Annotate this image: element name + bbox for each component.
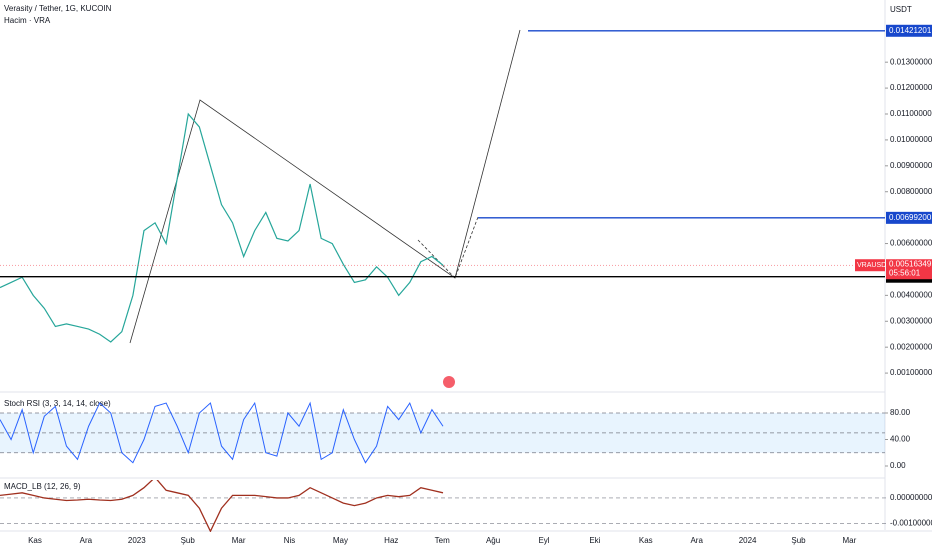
macd-label: MACD_LB (12, 26, 9) xyxy=(4,482,81,491)
price-tick-label: 0.00900000 xyxy=(890,161,932,170)
trend-drawing xyxy=(129,29,521,344)
macd-tick-label: -0.00100000 xyxy=(890,519,932,528)
price-tick-label: 0.00800000 xyxy=(890,187,932,196)
time-label: Ağu xyxy=(486,536,500,545)
time-label: Ara xyxy=(80,536,93,545)
price-tick-label: 0.01200000 xyxy=(890,83,932,92)
macd-clip xyxy=(0,480,444,532)
countdown-label: 05:56:01 xyxy=(889,268,921,277)
time-label: 2023 xyxy=(128,536,146,545)
price-tick-label: 0.00100000 xyxy=(890,368,932,377)
time-label: Eyl xyxy=(538,536,549,545)
chart-title: Verasity / Tether, 1G, KUCOIN xyxy=(4,4,112,13)
unit-label: USDT xyxy=(890,5,912,14)
time-label: 2024 xyxy=(739,536,757,545)
time-label: Şub xyxy=(181,536,196,545)
stoch-rsi-line xyxy=(0,401,444,464)
last-price-label: 0.00516349 xyxy=(889,259,932,268)
price-line xyxy=(0,112,444,343)
time-label: Mar xyxy=(843,536,857,545)
time-label: Kas xyxy=(28,536,42,545)
time-label: May xyxy=(333,536,348,545)
rsi-tick-label: 80.00 xyxy=(890,408,911,417)
rsi-tick-label: 40.00 xyxy=(890,435,911,444)
time-label: Nis xyxy=(284,536,296,545)
price-tag xyxy=(886,24,932,37)
rsi-tick-label: 0.00 xyxy=(890,461,906,470)
price-tick-label: 0.00600000 xyxy=(890,239,932,248)
stoch-rsi-label: Stoch RSI (3, 3, 14, 14, close) xyxy=(4,399,111,408)
price-tick-label: 0.00300000 xyxy=(890,316,932,325)
volume-label: Hacim · VRA xyxy=(4,16,51,25)
price-tick-label: 0.01300000 xyxy=(890,57,932,66)
time-label: Şub xyxy=(791,536,806,545)
macd-line xyxy=(0,480,444,532)
time-label: Kas xyxy=(639,536,653,545)
symbol-tag xyxy=(855,259,885,272)
time-label: Mar xyxy=(232,536,246,545)
price-tick-label: 0.01000000 xyxy=(890,135,932,144)
price-tag xyxy=(886,211,932,224)
time-label: Ara xyxy=(690,536,703,545)
price-tick-label: 0.01100000 xyxy=(890,109,932,118)
price-tick-label: 0.00200000 xyxy=(890,342,932,351)
price-tag-label: 0.00699200 xyxy=(889,213,932,222)
time-label: Eki xyxy=(589,536,600,545)
trend-drawing xyxy=(417,216,479,279)
time-label: Haz xyxy=(384,536,398,545)
time-label: Tem xyxy=(435,536,450,545)
macd-tick-label: 0.00000000 xyxy=(890,493,932,502)
event-icon[interactable] xyxy=(443,376,455,388)
symbol-label: VRAUSDT xyxy=(857,262,891,269)
price-tag-label: 0.01421201 xyxy=(889,26,932,35)
price-tick-label: 0.00400000 xyxy=(890,290,932,299)
price-tag xyxy=(886,259,932,280)
